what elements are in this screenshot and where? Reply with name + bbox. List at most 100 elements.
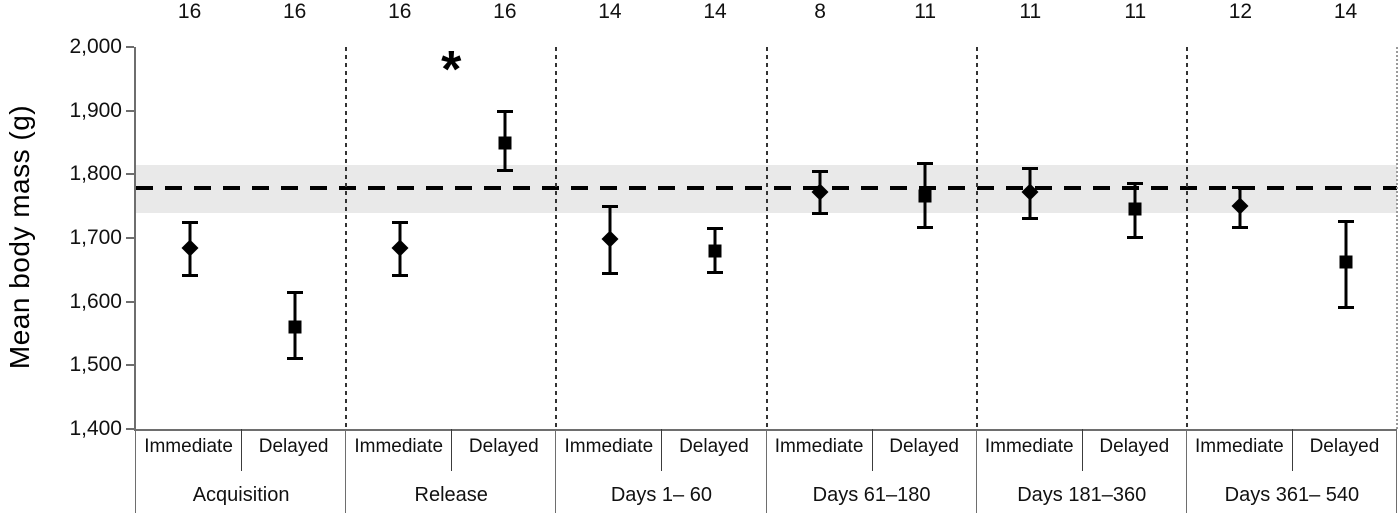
group-label: Delayed <box>679 436 749 457</box>
error-bar-cap-top <box>1022 166 1039 170</box>
phase-label: Days 181–360 <box>1017 484 1147 506</box>
y-axis-tick <box>126 428 134 430</box>
phase-boundary-line <box>555 429 557 513</box>
error-bar-cap-top <box>1232 186 1249 190</box>
phase-divider <box>1185 47 1188 429</box>
y-axis-tick-label: 1,700 <box>69 226 122 249</box>
sample-size: 16 <box>388 0 412 23</box>
sample-size: 12 <box>1228 0 1253 23</box>
group-divider <box>1291 429 1293 471</box>
delayed-mean-marker <box>1128 202 1142 216</box>
group-label: Immediate <box>984 436 1074 457</box>
phase-boundary-line <box>1185 429 1187 513</box>
sample-size: 11 <box>1124 0 1147 23</box>
y-axis-tick-label: 2,000 <box>69 35 122 58</box>
error-bar-cap-top <box>601 205 618 209</box>
group-divider <box>871 429 873 471</box>
y-axis-tick <box>126 173 134 176</box>
phase-label: Days 361– 540 <box>1224 484 1360 506</box>
phase-label: Acquisition <box>192 484 290 506</box>
phase-boundary-line <box>135 429 136 513</box>
immediate-mean-marker <box>391 239 409 257</box>
sample-size: 16 <box>177 0 202 23</box>
sample-size: 14 <box>703 0 727 23</box>
error-bar-cap-bottom <box>812 212 829 216</box>
group-label: Delayed <box>468 436 539 457</box>
error-bar-cap-bottom <box>1337 306 1354 310</box>
phase-boundary-line <box>765 429 767 513</box>
error-bar-cap-top <box>707 227 723 231</box>
y-axis-tick-label: 1,900 <box>69 98 122 122</box>
error-bar-cap-top <box>1127 181 1144 185</box>
error-bar-cap-bottom <box>286 356 303 360</box>
error-bar-cap-top <box>812 169 829 173</box>
error-bar-cap-bottom <box>1127 236 1144 239</box>
error-bar-cap-bottom <box>1022 216 1039 220</box>
sample-size: 14 <box>598 0 622 23</box>
phase-boundary-line <box>975 429 977 513</box>
phase-label: Days 1– 60 <box>610 484 712 506</box>
group-divider <box>1081 429 1083 471</box>
group-divider <box>241 429 243 471</box>
sample-size: 8 <box>814 0 826 23</box>
group-label: Immediate <box>564 436 654 457</box>
phase-label: Release <box>414 484 488 506</box>
error-bar-cap-top <box>496 109 513 113</box>
phase-label: Days 61–180 <box>812 484 931 506</box>
sample-size: 16 <box>282 0 307 23</box>
group-label: Immediate <box>354 436 444 457</box>
error-bar-cap-bottom <box>601 272 618 276</box>
group-label: Immediate <box>1195 436 1284 457</box>
y-axis-tick-label: 1,500 <box>69 353 122 377</box>
group-label: Immediate <box>144 436 233 457</box>
group-label: Delayed <box>889 436 959 457</box>
group-label: Delayed <box>258 436 329 457</box>
group-label: Delayed <box>1309 436 1380 457</box>
y-axis-tick <box>126 46 134 48</box>
sample-size: 16 <box>493 0 517 23</box>
phase-boundary-line <box>345 429 347 513</box>
y-axis-tick <box>126 109 134 112</box>
delayed-mean-marker <box>288 320 302 334</box>
error-bar-cap-bottom <box>707 271 723 275</box>
delayed-mean-marker <box>1339 255 1352 269</box>
group-divider <box>451 429 453 471</box>
y-axis-tick-label: 1,600 <box>69 289 122 313</box>
y-axis-tick <box>126 237 134 239</box>
phase-divider <box>345 47 348 429</box>
phase-divider <box>975 47 978 429</box>
significance-asterisk: * <box>441 41 462 99</box>
y-axis-tick <box>126 300 134 303</box>
error-bar-cap-bottom <box>1232 225 1249 229</box>
immediate-mean-marker <box>601 230 619 248</box>
delayed-mean-marker <box>918 189 932 203</box>
y-axis-line <box>134 47 136 431</box>
delayed-mean-marker <box>498 136 512 149</box>
error-bar-cap-top <box>181 221 198 225</box>
error-bar-cap-bottom <box>181 274 198 278</box>
sample-size: 11 <box>914 0 937 23</box>
y-axis-tick-label: 1,400 <box>69 417 122 440</box>
error-bar-cap-bottom <box>496 169 513 173</box>
y-axis-tick <box>126 364 134 367</box>
error-bar-cap-bottom <box>391 274 408 278</box>
error-bar-cap-top <box>1337 220 1354 224</box>
phase-divider <box>765 47 768 429</box>
sample-size: 11 <box>1019 0 1042 23</box>
group-label: Delayed <box>1099 436 1170 457</box>
sample-size: 14 <box>1333 0 1358 23</box>
error-bar-cap-top <box>917 161 934 165</box>
error-bar-cap-top <box>391 221 408 225</box>
plot-right-border <box>1396 47 1398 429</box>
error-bar-cap-bottom <box>917 225 934 229</box>
group-label: Immediate <box>774 436 864 457</box>
phase-boundary-line <box>1396 429 1397 513</box>
delayed-mean-marker <box>708 244 722 258</box>
group-divider <box>661 429 663 471</box>
immediate-mean-marker <box>181 239 199 257</box>
error-bar-cap-top <box>286 291 303 295</box>
y-axis-tick-label: 1,800 <box>69 162 122 186</box>
phase-divider <box>555 47 558 429</box>
